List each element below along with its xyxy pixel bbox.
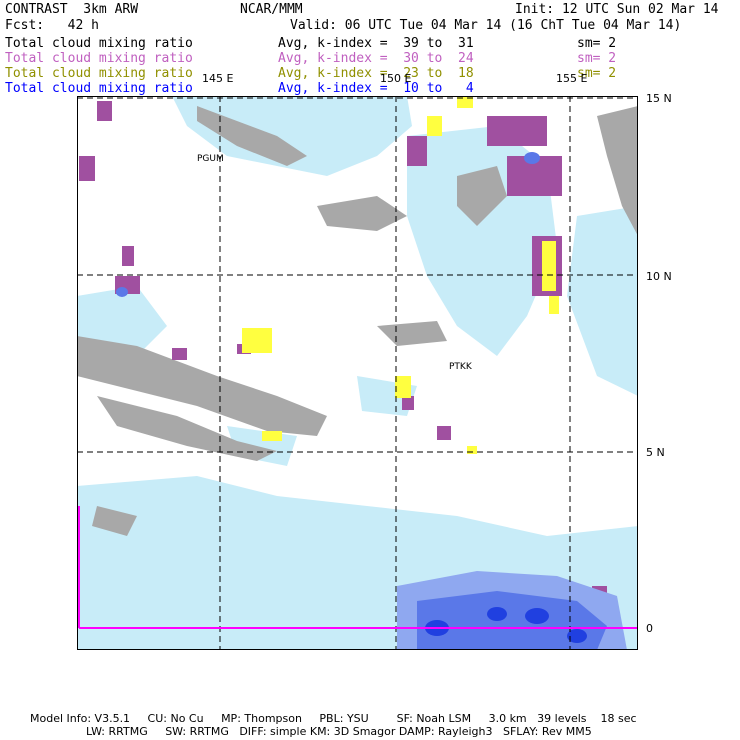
model-info-line1: Model Info: V3.5.1 CU: No Cu MP: Thompso… — [30, 712, 637, 725]
lon-label-145: 145 E — [202, 72, 234, 85]
legend-range-2: Avg, k-index = 30 to 24 — [278, 51, 474, 66]
cloud-map: PGUM PTKK — [77, 96, 638, 650]
lat-label-0: 0 — [646, 622, 653, 635]
lon-label-155: 155 E — [556, 72, 588, 85]
lat-label-5n: 5 N — [646, 446, 665, 459]
model-title: CONTRAST 3km ARW — [5, 2, 139, 17]
model-info-line2: LW: RRTMG SW: RRTMG DIFF: simple KM: 3D … — [30, 725, 592, 738]
yellow-cloud-layer — [242, 96, 559, 454]
map-frame — [77, 96, 638, 650]
center-name: NCAR/MMM — [240, 2, 303, 17]
legend-label-2: Total cloud mixing ratio — [5, 51, 193, 66]
valid-time: Valid: 06 UTC Tue 04 Mar 14 (16 ChT Tue … — [290, 18, 682, 33]
legend-sm-2: sm= 2 — [577, 51, 617, 66]
legend-label-4: Total cloud mixing ratio — [5, 81, 193, 96]
legend-range-4: Avg, k-index = 10 to 4 — [278, 81, 474, 96]
domain-boundary — [78, 506, 638, 629]
lon-label-150: 150 E — [380, 72, 412, 85]
station-pgum: PGUM — [197, 154, 224, 164]
legend-label-1: Total cloud mixing ratio — [5, 36, 193, 51]
lat-lon-grid — [77, 96, 638, 650]
lat-label-10n: 10 N — [646, 270, 672, 283]
forecast-hour: Fcst: 42 h — [5, 18, 99, 33]
lat-label-15n: 15 N — [646, 92, 672, 105]
init-time: Init: 12 UTC Sun 02 Mar 14 — [515, 2, 719, 17]
legend-sm-3: sm= 2 — [577, 66, 617, 81]
legend-sm-1: sm= 2 — [577, 36, 617, 51]
grey-cloud-layer — [77, 106, 638, 536]
legend-range-1: Avg, k-index = 39 to 31 — [278, 36, 474, 51]
legend-range-3: Avg, k-index = 23 to 18 — [278, 66, 474, 81]
station-ptkk: PTKK — [449, 362, 473, 372]
legend-label-3: Total cloud mixing ratio — [5, 66, 193, 81]
